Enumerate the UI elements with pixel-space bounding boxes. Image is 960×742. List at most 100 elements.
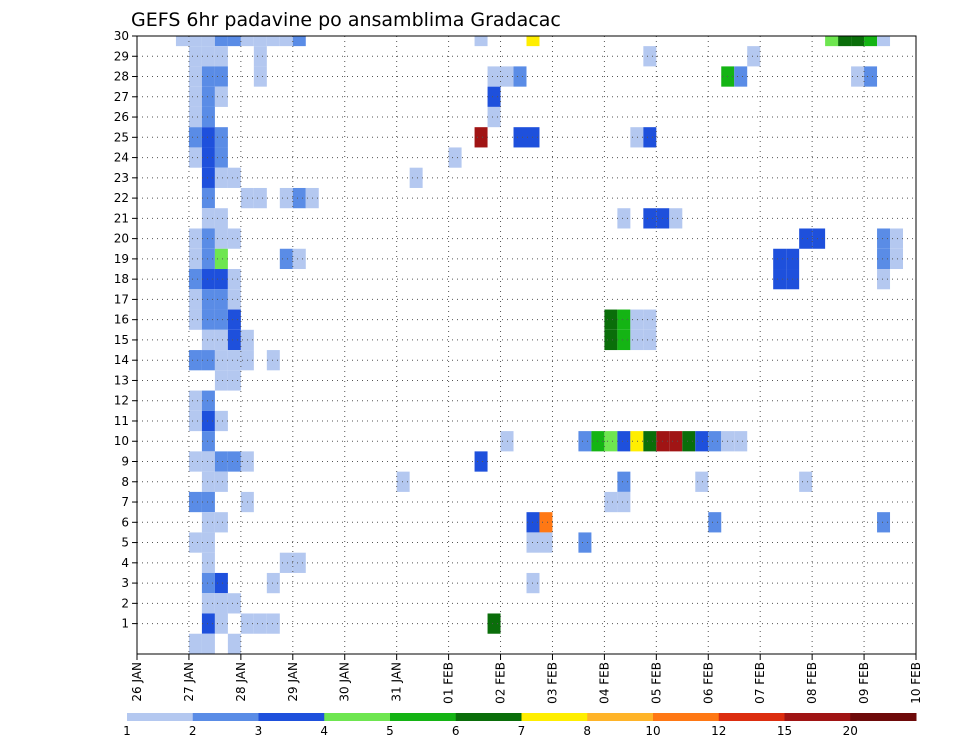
heatmap-cell: [214, 451, 228, 472]
heatmap-cell: [617, 329, 631, 351]
y-tick-label: 27: [114, 90, 129, 104]
heatmap-cell: [877, 36, 891, 47]
colorbar-swatch: [455, 713, 522, 721]
colorbar-label: 6: [452, 724, 460, 738]
y-tick-label: 22: [114, 191, 129, 205]
heatmap-cell: [708, 512, 722, 533]
heatmap-cell: [864, 66, 878, 87]
heatmap-cell: [513, 127, 527, 148]
heatmap-cell: [201, 46, 215, 67]
heatmap-cell: [448, 147, 462, 168]
heatmap-cell: [188, 248, 202, 270]
heatmap-cell: [877, 228, 891, 249]
heatmap-cell: [253, 66, 267, 87]
heatmap-cell: [201, 106, 215, 128]
heatmap-cell: [279, 187, 293, 209]
heatmap-cell: [188, 66, 202, 87]
heatmap-cell: [877, 512, 891, 533]
heatmap-cell: [214, 36, 228, 47]
heatmap-cell: [487, 106, 501, 128]
x-tick-label: 01 FEB: [442, 662, 456, 704]
heatmap-cell: [630, 127, 644, 148]
y-tick-label: 21: [114, 211, 129, 225]
y-tick-label: 8: [121, 475, 129, 489]
colorbar-swatch: [653, 713, 720, 721]
colorbar-swatch: [390, 713, 457, 721]
heatmap-cell: [201, 248, 215, 270]
heatmap-cell: [227, 167, 241, 188]
heatmap-cell: [201, 532, 215, 553]
heatmap-cell: [201, 491, 215, 513]
heatmap-cell: [474, 36, 488, 47]
colorbar-swatch: [521, 713, 588, 721]
heatmap-cell: [630, 329, 644, 351]
heatmap-cell: [214, 309, 228, 330]
heatmap-cell: [201, 36, 215, 47]
y-tick-label: 4: [121, 556, 129, 570]
heatmap-cell: [708, 431, 722, 452]
heatmap-cell: [214, 370, 228, 391]
heatmap-cell: [617, 491, 631, 513]
heatmap-cell: [175, 36, 189, 47]
heatmap-cell: [201, 593, 215, 614]
heatmap-cell: [201, 471, 215, 492]
heatmap-cell: [279, 552, 293, 573]
heatmap-cell: [201, 228, 215, 249]
heatmap-cell: [188, 309, 202, 330]
heatmap-cell: [188, 451, 202, 472]
x-tick-label: 27 JAN: [182, 662, 196, 702]
heatmap-cell: [227, 370, 241, 391]
x-tick-label: 04 FEB: [597, 662, 611, 704]
heatmap-cell: [201, 512, 215, 533]
heatmap-cell: [201, 187, 215, 209]
heatmap-cell: [214, 613, 228, 634]
heatmap-cell: [617, 208, 631, 229]
heatmap-cell: [227, 289, 241, 310]
heatmap-cell: [279, 36, 293, 47]
heatmap-cell: [539, 532, 553, 553]
colorbar-swatch: [324, 713, 391, 721]
y-tick-label: 1: [121, 617, 129, 631]
heatmap-cell: [669, 208, 683, 229]
heatmap-cell: [201, 269, 215, 290]
heatmap-cell: [513, 66, 527, 87]
x-tick-label: 06 FEB: [701, 662, 715, 704]
heatmap-cell: [396, 471, 410, 492]
heatmap-cell: [214, 228, 228, 249]
heatmap-cell: [799, 228, 813, 249]
heatmap-cell: [227, 350, 241, 371]
heatmap-cell: [188, 36, 202, 47]
heatmap-cell: [201, 127, 215, 148]
heatmap-cell: [214, 289, 228, 310]
heatmap-cell: [630, 309, 644, 330]
y-tick-label: 11: [114, 414, 129, 428]
colorbar-label: 1: [123, 724, 131, 738]
heatmap-cell: [227, 593, 241, 614]
heatmap-cell: [773, 248, 787, 270]
plot-frame: [136, 35, 917, 655]
heatmap-cell: [201, 86, 215, 107]
heatmap-cell: [188, 390, 202, 411]
heatmap-cell: [253, 613, 267, 634]
heatmap-cell: [643, 127, 657, 148]
heatmap-cell: [695, 431, 709, 452]
y-tick-label: 29: [114, 49, 129, 63]
x-tick-label: 03 FEB: [545, 662, 559, 704]
heatmap-cell: [578, 532, 592, 553]
heatmap-cell: [253, 46, 267, 67]
colorbar-swatch: [718, 713, 785, 721]
heatmap-cell: [201, 572, 215, 594]
heatmap-cell: [643, 329, 657, 351]
heatmap-cell: [578, 431, 592, 452]
heatmap-cell: [227, 36, 241, 47]
y-tick-label: 17: [114, 292, 129, 306]
heatmap-cell: [643, 46, 657, 67]
heatmap-cell: [890, 228, 904, 249]
heatmap-cell: [214, 248, 228, 270]
heatmap-cell: [695, 471, 709, 492]
heatmap-cell: [292, 248, 306, 270]
colorbar-swatch: [258, 713, 325, 721]
heatmap-cell: [201, 410, 215, 432]
heatmap-cell: [604, 431, 618, 452]
